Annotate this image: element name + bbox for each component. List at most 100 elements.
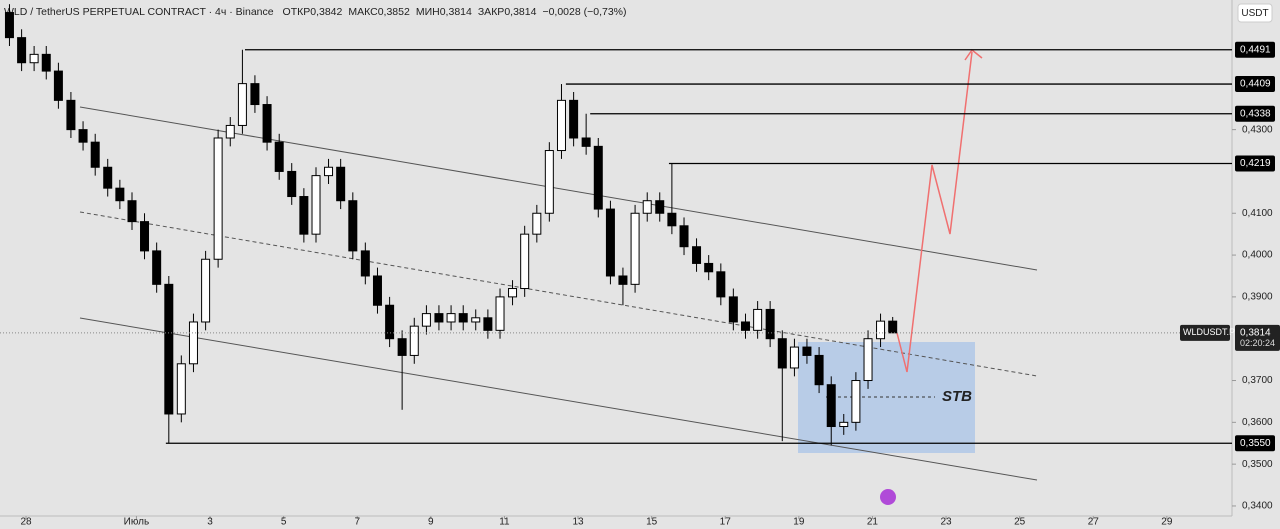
ohlc-label: МАКС <box>348 6 378 18</box>
candle-body <box>311 175 321 235</box>
x-tick-label: 9 <box>428 517 434 528</box>
candle-body <box>299 196 309 235</box>
price-label: 0,3814 <box>1240 327 1271 338</box>
candle-body <box>66 99 76 131</box>
candle-body <box>237 83 247 126</box>
level-label: 0,4491 <box>1240 44 1271 55</box>
candle-body <box>385 304 395 340</box>
candle-body <box>569 99 579 139</box>
candle-body <box>483 317 493 331</box>
candle-body <box>740 321 750 331</box>
x-tick-label: 3 <box>207 517 213 528</box>
candle-body <box>630 212 640 285</box>
level-badge <box>1235 435 1275 452</box>
candle-body <box>642 200 652 214</box>
countdown: 02:20:24 <box>1240 338 1275 348</box>
y-tick-label: 0,3900 <box>1242 292 1273 303</box>
x-tick-label: 25 <box>1014 517 1026 528</box>
candle-body <box>888 320 898 334</box>
ohlc-value: 0,3852 <box>378 6 410 18</box>
header-text: WLD / TetherUS PERPETUAL CONTRACT · 4ч ·… <box>4 6 627 18</box>
candle-body <box>4 12 14 39</box>
candle-body <box>458 313 468 323</box>
arrow-head <box>964 48 983 61</box>
level-label: 0,4219 <box>1240 158 1271 169</box>
ohlc-label: ЗАКР <box>478 6 504 18</box>
candle-body <box>262 104 272 143</box>
candle-body <box>127 200 137 223</box>
candle-body <box>789 346 799 369</box>
level-badge <box>1235 155 1275 172</box>
candle-body <box>728 296 738 323</box>
candle-body <box>213 137 223 260</box>
candle-body <box>78 129 88 143</box>
candle-body <box>495 296 505 331</box>
candle-body <box>716 271 726 298</box>
level-badge <box>1235 105 1275 122</box>
candle-body <box>814 354 824 386</box>
candle-body <box>544 150 554 214</box>
price-badge <box>1235 324 1280 351</box>
x-tick-label: 28 <box>20 517 32 528</box>
candle-body <box>164 283 174 415</box>
x-tick-label: 15 <box>646 517 658 528</box>
symbol: WLD / TetherUS PERPETUAL CONTRACT · 4ч ·… <box>4 6 274 18</box>
candle-body <box>520 233 530 290</box>
candle-body <box>802 346 812 356</box>
y-tick-label: 0,3400 <box>1242 501 1273 512</box>
y-tick-label: 0,3600 <box>1242 417 1273 428</box>
x-tick-label: 23 <box>940 517 952 528</box>
level-label: 0,4338 <box>1240 108 1271 119</box>
y-tick-label: 0,4000 <box>1242 250 1273 261</box>
ohlc-label: ОТКР <box>283 6 311 18</box>
candle-body <box>115 187 125 202</box>
candle-body <box>360 250 370 277</box>
x-tick-label: 21 <box>867 517 879 528</box>
x-tick-label: 19 <box>793 517 805 528</box>
candle-body <box>176 363 186 415</box>
candle-body <box>421 313 431 327</box>
x-tick-label: 27 <box>1088 517 1100 528</box>
x-tick-label: Июль <box>124 517 150 528</box>
candle-body <box>471 317 481 323</box>
candle-body <box>692 246 702 264</box>
change: −0,0028 (−0,73%) <box>542 6 626 18</box>
candle-body <box>324 166 334 177</box>
candle-body <box>348 200 358 252</box>
candle-body <box>863 338 873 382</box>
candle-body <box>29 53 39 64</box>
zone-label: STB <box>942 388 972 405</box>
candle-body <box>397 338 407 356</box>
level-label: 0,3550 <box>1240 438 1271 449</box>
candle-body <box>532 212 542 235</box>
channel-lower <box>79 317 1038 481</box>
candle-body <box>508 288 518 298</box>
event-icon[interactable] <box>880 489 896 505</box>
candle-body <box>409 325 419 356</box>
x-tick-label: 5 <box>281 517 287 528</box>
x-tick-label: 29 <box>1161 517 1173 528</box>
level-label: 0,4409 <box>1240 79 1271 90</box>
channel-middle <box>79 211 1038 377</box>
candle-body <box>655 200 665 214</box>
candle-body <box>188 321 198 365</box>
candle-body <box>679 225 689 248</box>
candle-body <box>753 308 763 331</box>
ohlc-value: 0,3814 <box>440 6 472 18</box>
y-tick-label: 0,3700 <box>1242 375 1273 386</box>
candle-body <box>17 37 27 64</box>
candle-body <box>250 83 260 106</box>
x-tick-label: 13 <box>572 517 584 528</box>
ohlc-label: МИН <box>416 6 440 18</box>
channel-upper <box>79 106 1038 271</box>
candle-body <box>446 313 456 323</box>
candle-body <box>851 380 861 423</box>
currency-button[interactable] <box>1237 3 1273 23</box>
candle-body <box>556 99 566 152</box>
candle-body <box>704 262 714 273</box>
x-tick-label: 11 <box>499 517 510 528</box>
candle-body <box>434 313 444 323</box>
symbol-badge <box>1180 324 1230 341</box>
ohlc-value: 0,3814 <box>504 6 536 18</box>
